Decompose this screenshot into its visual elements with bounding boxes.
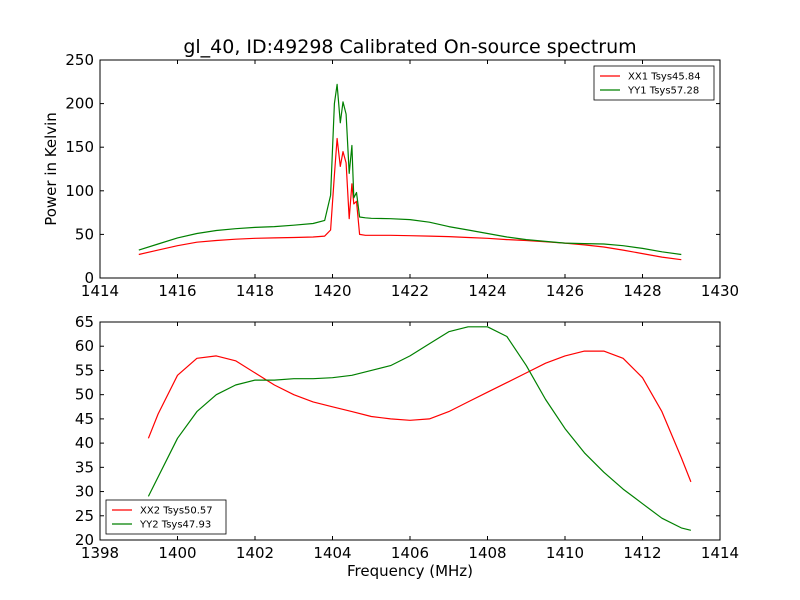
- x-tick-label: 1420: [313, 282, 351, 300]
- series-group: [147, 326, 692, 531]
- y-tick-label: 100: [65, 182, 94, 200]
- y-tick-label: 30: [75, 483, 94, 501]
- series-group: [138, 83, 682, 261]
- y-tick-label: 200: [65, 95, 94, 113]
- legend-box: [105, 499, 227, 535]
- series-line-1: [138, 137, 682, 261]
- series-line-1: [147, 350, 692, 483]
- y-tick-label: 20: [75, 531, 94, 549]
- x-tick-label: 1422: [391, 282, 429, 300]
- y-tick-label: 45: [75, 410, 94, 428]
- legend-label: XX2 Tsys50.57: [140, 506, 213, 517]
- x-tick-label: 1426: [546, 282, 584, 300]
- y-tick-label: 150: [65, 138, 94, 156]
- top-plot: 1414 1416 1418 1420 1422 1424 1426 1428 1430 0 50 1…: [42, 51, 739, 300]
- chart-title: gl_40, ID:49298 Calibrated On-source spe…: [183, 36, 636, 58]
- legend: XX1 Tsys45.84 YY1 Tsys57.28: [593, 65, 715, 101]
- x-tick-label: 1430: [701, 282, 739, 300]
- legend-label: YY1 Tsys57.28: [627, 86, 699, 97]
- x-tick-label: 1406: [391, 544, 429, 562]
- y-tick-label: 65: [75, 313, 94, 331]
- legend-box: [593, 65, 715, 101]
- y-tick-label: 50: [75, 386, 94, 404]
- y-axis-label: Power in Kelvin: [42, 112, 60, 226]
- series-line-2: [138, 83, 682, 256]
- x-tick-label: 1416: [158, 282, 196, 300]
- y-tick-label: 50: [75, 225, 94, 243]
- x-tick-label: 1410: [546, 544, 584, 562]
- x-axis-label: Frequency (MHz): [347, 562, 473, 580]
- legend: XX2 Tsys50.57 YY2 Tsys47.93: [105, 499, 227, 535]
- x-tick-label: 1400: [158, 544, 196, 562]
- y-tick-label: 55: [75, 361, 94, 379]
- y-tick-label: 35: [75, 458, 94, 476]
- x-tick-label: 1408: [468, 544, 506, 562]
- y-tick-label: 250: [65, 51, 94, 69]
- x-tick-label: 1418: [236, 282, 274, 300]
- y-tick-label: 60: [75, 337, 94, 355]
- legend-label: XX1 Tsys45.84: [628, 72, 701, 83]
- x-tick-label: 1414: [81, 282, 119, 300]
- x-tick-label: 1404: [313, 544, 351, 562]
- y-tick-label: 25: [75, 507, 94, 525]
- series-line-2: [147, 326, 692, 531]
- x-tick-label: 1424: [468, 282, 506, 300]
- y-tick-label: 0: [84, 269, 94, 287]
- bottom-plot: 1398 1400 1402 1404 1406 1408 1410 1412 1414 20 25…: [75, 313, 739, 580]
- y-tick-label: 40: [75, 434, 94, 452]
- x-tick-label: 1428: [623, 282, 661, 300]
- x-tick-label: 1398: [81, 544, 119, 562]
- x-tick-label: 1402: [236, 544, 274, 562]
- legend-label: YY2 Tsys47.93: [139, 520, 211, 531]
- x-tick-label: 1412: [623, 544, 661, 562]
- x-tick-label: 1414: [701, 544, 739, 562]
